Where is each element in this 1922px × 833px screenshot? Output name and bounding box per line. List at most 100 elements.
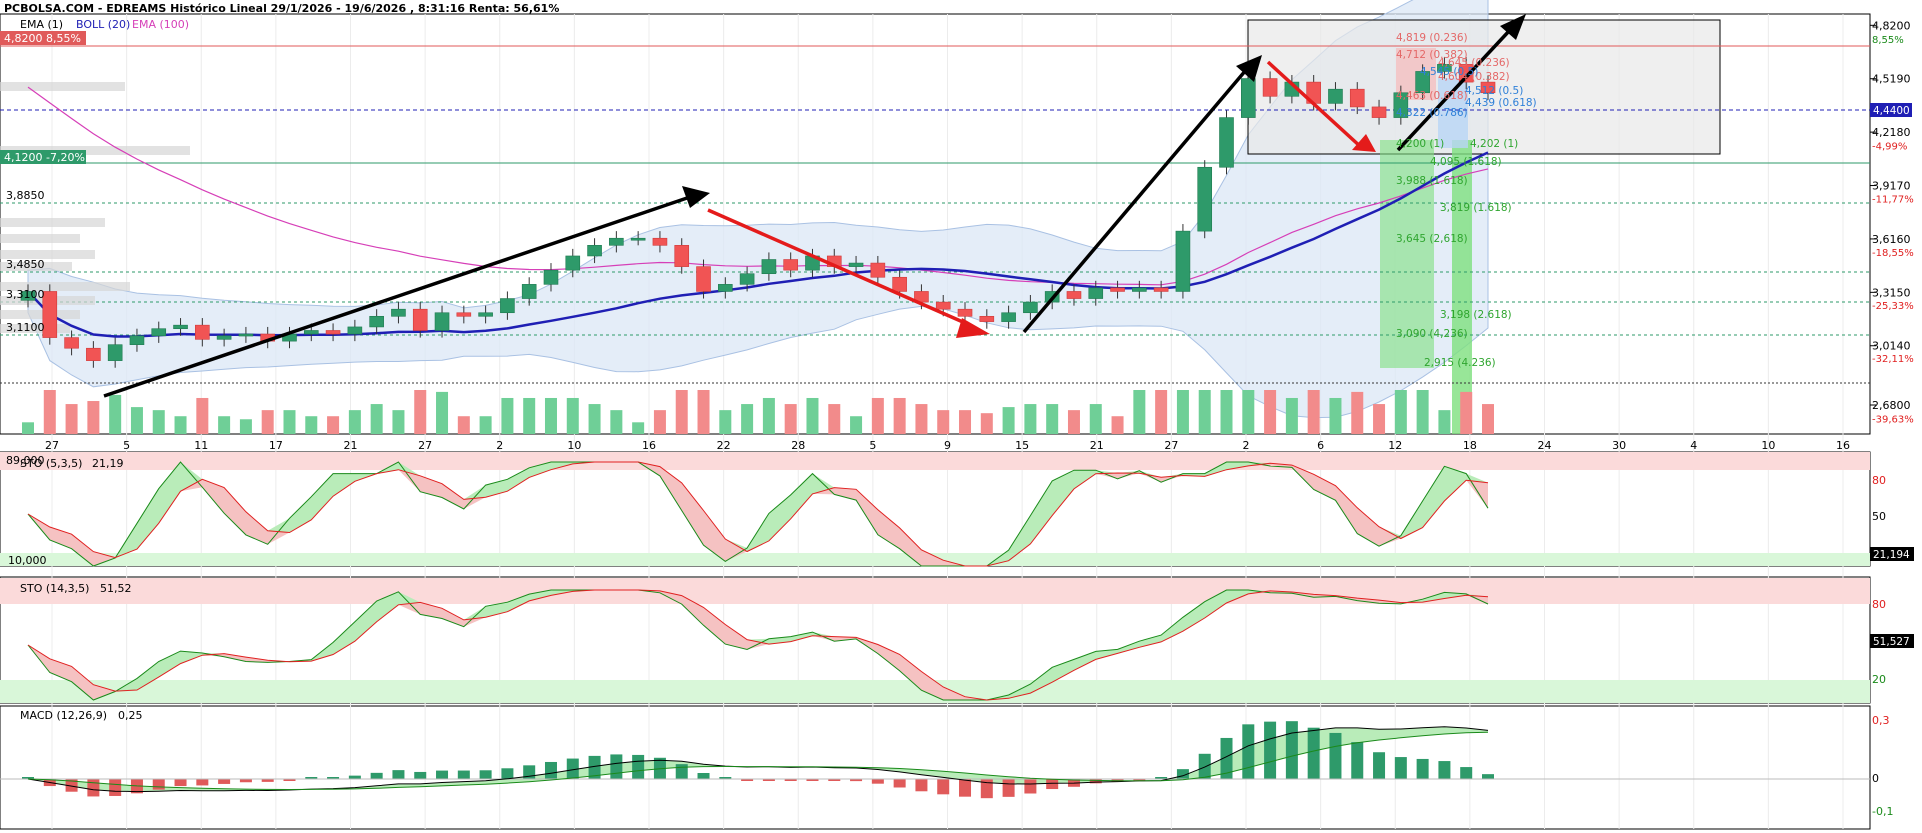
x-tick-label: 12 xyxy=(1388,439,1402,452)
macd-hist-bar xyxy=(1242,724,1255,779)
trend-arrow-4 xyxy=(1266,60,1364,150)
macd-hist-bar xyxy=(479,770,492,779)
volume-bar xyxy=(392,410,405,434)
x-tick-label: 27 xyxy=(418,439,432,452)
volume-bar xyxy=(1438,410,1451,434)
candle-body xyxy=(1262,78,1278,97)
candle-body xyxy=(1110,287,1125,292)
volume-bar xyxy=(1002,407,1015,434)
macd-hist-bar xyxy=(1438,761,1451,779)
candle-body xyxy=(347,326,363,335)
fib-label: 4,322 (0.786) xyxy=(1396,107,1468,119)
macd-tick-0: 0 xyxy=(1872,772,1879,785)
macd-value: 0,25 xyxy=(118,709,143,722)
volume-bar xyxy=(1394,390,1407,434)
x-tick-label: 21 xyxy=(1090,439,1104,452)
macd-hist-bar xyxy=(1089,779,1102,784)
price-label-3885: 3,8850 xyxy=(6,189,45,202)
left-price-labels: 4,8200 8,55% 4,1200 -7,20% 3,8850 3,4850… xyxy=(0,31,86,334)
x-tick-label: 15 xyxy=(1015,439,1029,452)
candle-body xyxy=(696,266,711,292)
macd-hist-bar xyxy=(566,758,579,779)
volume-bar xyxy=(1482,404,1494,434)
macd-hist-bar xyxy=(893,779,906,788)
candle-body xyxy=(1175,230,1191,292)
price-tick-label: 2,6800 xyxy=(1872,399,1911,412)
macd-hist-bar xyxy=(196,779,209,786)
x-tick-label: 24 xyxy=(1538,439,1552,452)
fib-green-zone-2 xyxy=(1452,140,1472,434)
fib-label: 3,988 (1.618) xyxy=(1396,175,1468,187)
sto-fast-current: 21,194 xyxy=(1873,549,1910,561)
percent-tick-label: -4,99% xyxy=(1872,141,1907,152)
volume-bar xyxy=(1111,416,1124,434)
volume-bar xyxy=(828,404,841,434)
fib-label: 4,604 (0.382) xyxy=(1438,71,1510,83)
current-price-tag xyxy=(1870,103,1912,117)
x-tick-label: 5 xyxy=(869,439,876,452)
x-tick-label: 21 xyxy=(344,439,358,452)
sto-fast-bottom-mark: 10,000 xyxy=(8,554,47,567)
arrowhead-1 xyxy=(682,186,710,208)
percent-tick-label: 8,55% xyxy=(1872,35,1904,46)
volume-bar xyxy=(1307,390,1320,434)
candle-body xyxy=(1458,64,1474,83)
macd-hist-bar xyxy=(1133,779,1146,781)
volume-bar xyxy=(1329,397,1342,434)
percent-tick-label: -11,77% xyxy=(1872,195,1914,206)
candle-body xyxy=(173,324,188,330)
candle-body xyxy=(1088,287,1104,299)
volume-bar xyxy=(1046,404,1059,434)
volume-bar xyxy=(1285,397,1298,434)
candle-body xyxy=(783,259,798,271)
candle-body xyxy=(42,291,58,338)
volume-bar xyxy=(762,397,775,434)
arrowhead-2 xyxy=(956,318,990,338)
volume-bar xyxy=(1264,390,1277,434)
price-label-3485: 3,4850 xyxy=(6,258,45,271)
volume-bar xyxy=(501,397,514,434)
candle-body xyxy=(86,347,101,361)
macd-hist-bar xyxy=(632,754,645,779)
volume-bar xyxy=(1176,390,1189,434)
candle-body xyxy=(1240,78,1256,118)
candle-body xyxy=(1066,291,1082,299)
sto-fast-panel: 89,000 STO (5,3,5) 21,19 10,000 80 50 21… xyxy=(0,452,1914,567)
candles xyxy=(20,57,1496,368)
volume-bar xyxy=(1067,410,1080,434)
macd-hist-bar xyxy=(239,779,252,783)
fib-label: 4,712 (0.382) xyxy=(1396,49,1468,61)
percent-tick-label: -25,33% xyxy=(1872,301,1914,312)
macd-hist-bar xyxy=(22,777,34,779)
candle-body xyxy=(587,245,602,257)
volume-bar xyxy=(523,397,536,434)
volume-bar xyxy=(348,410,361,434)
candle-body xyxy=(870,262,886,278)
percent-tick-label: -18,55% xyxy=(1872,248,1914,259)
candle-body xyxy=(107,344,123,361)
x-tick-label: 30 xyxy=(1612,439,1626,452)
candle-body xyxy=(761,259,777,275)
volume-bar xyxy=(196,397,209,434)
sto-fast-tick-50: 50 xyxy=(1872,510,1886,523)
macd-hist-bar xyxy=(959,779,972,797)
volume-bar xyxy=(152,410,165,434)
macd-histogram xyxy=(0,721,1870,799)
fib-label: 4,819 (0.236) xyxy=(1396,32,1468,44)
price-tick-label: 3,0140 xyxy=(1872,340,1911,353)
price-label-3310: 3,3100 xyxy=(6,288,45,301)
volume-bar xyxy=(174,416,187,434)
macd-hist-bar xyxy=(610,754,623,779)
fib-label: 4,095 (1.618) xyxy=(1430,156,1502,168)
macd-hist-bar xyxy=(152,779,165,790)
candle-body xyxy=(216,335,232,340)
volume-bar xyxy=(1155,390,1168,434)
volume-bar xyxy=(937,410,950,434)
macd-hist-bar xyxy=(850,779,863,782)
x-tick-label: 28 xyxy=(791,439,805,452)
x-tick-label: 2 xyxy=(1243,439,1250,452)
macd-hist-bar xyxy=(1002,779,1015,797)
volume-bar xyxy=(1416,390,1429,434)
macd-hist-bar xyxy=(261,779,274,782)
